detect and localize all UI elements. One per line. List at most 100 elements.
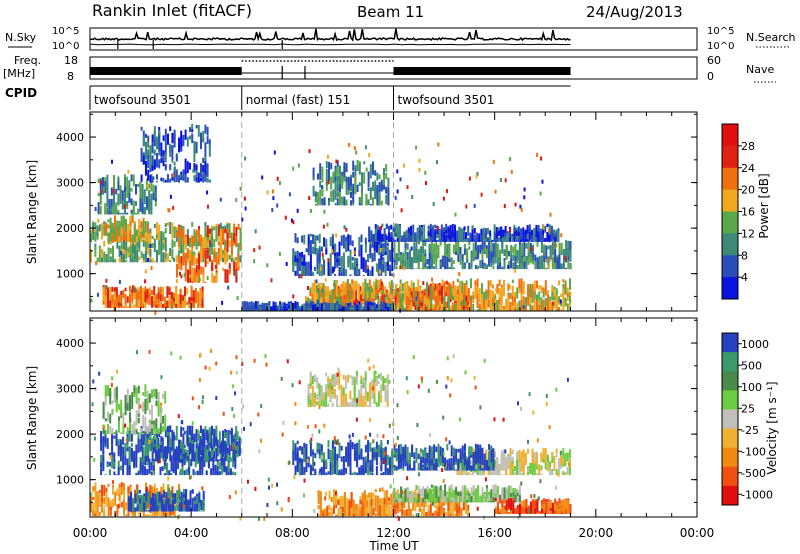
nsky-label: N.Sky: [5, 31, 37, 44]
cpid-segment-label: twofsound 3501: [94, 93, 191, 107]
colorbar-swatch: [722, 447, 738, 468]
cpid-label: CPID: [5, 86, 37, 100]
x-tick-label: 00:00: [73, 526, 108, 540]
colorbar-tick-label: 20: [741, 184, 755, 197]
scatter-region: [494, 497, 572, 514]
power-ylabel: Slant Range [km]: [25, 160, 39, 264]
velocity-panel: 1000 2000 3000 4000 Slant Range [km] 1000 50…: [25, 317, 779, 521]
nsky-tick-high-right: 10^5: [707, 26, 734, 37]
time-axis: 00:00 04:00 08:00 12:00 16:00 20:00 00:00: [73, 526, 715, 540]
scatter-region: [292, 439, 394, 476]
y-tick-label: 2000: [56, 428, 84, 441]
nsearch-label: N.Search: [746, 31, 796, 44]
colorbar-tick-label: -25: [741, 424, 759, 437]
y-tick-label: 1000: [56, 268, 84, 281]
power-colorbar-label: Power [dB]: [757, 173, 771, 238]
power-panel: 1000 2000 3000 4000 Slant Range [km] 4 8 12 16…: [25, 111, 771, 315]
colorbar-tick-label: 16: [741, 206, 755, 219]
scatter-sparse: [90, 142, 572, 315]
colorbar-swatch: [722, 277, 738, 300]
freq-tick-high: 18: [64, 54, 78, 67]
nsearch-trace: [89, 43, 571, 46]
cpid-segment: normal (fast) 151: [241, 85, 394, 110]
scatter-region: [127, 488, 205, 512]
scatter-region: [97, 174, 157, 215]
y-tick-label: 2000: [56, 222, 84, 235]
colorbar-tick-label: -100: [741, 445, 766, 458]
nsky-strip: N.Sky 10^5 10^0 10^5 10^0 N.Search: [5, 26, 796, 52]
colorbar-tick-label: -500: [741, 467, 766, 480]
colorbar-tick-label: 500: [741, 359, 762, 372]
colorbar-swatch: [722, 371, 738, 391]
colorbar-tick-label: 100: [741, 381, 762, 394]
x-tick-label: 20:00: [579, 526, 614, 540]
colorbar-tick-label: 4: [741, 271, 748, 284]
scatter-region: [140, 425, 238, 462]
colorbar-swatch: [722, 255, 738, 278]
cpid-segment: twofsound 3501: [393, 85, 571, 110]
colorbar-swatch: [722, 211, 738, 234]
scatter-region: [102, 384, 167, 435]
colorbar-tick-label: 12: [741, 227, 755, 240]
nsky-tick-low-right: 10^0: [707, 41, 734, 52]
cpid-segment-label: twofsound 3501: [398, 93, 495, 107]
colorbar-swatch: [722, 233, 738, 256]
y-tick-label: 1000: [56, 474, 84, 487]
nave-label: Nave: [746, 63, 774, 76]
x-tick-label: 08:00: [275, 526, 310, 540]
freq-label: Freq.: [14, 54, 41, 67]
cpid-segment: twofsound 3501: [89, 85, 242, 110]
freq-tick-low: 8: [67, 70, 74, 83]
colorbar-swatch: [722, 189, 738, 212]
nave-tick-low: 0: [707, 70, 714, 83]
scatter-region: [105, 214, 149, 242]
colorbar-swatch: [722, 466, 738, 487]
y-tick-label: 4000: [56, 337, 84, 350]
colorbar-swatch: [722, 145, 738, 169]
x-tick-label: 00:00: [680, 526, 715, 540]
scatter-region: [140, 123, 211, 183]
station-title: Rankin Inlet (fitACF): [92, 1, 252, 20]
colorbar-swatch: [722, 409, 738, 429]
nsky-trace: [90, 28, 571, 42]
colorbar-swatch: [722, 390, 738, 410]
scatter-region: [393, 239, 572, 270]
scatter-sparse: [90, 348, 570, 521]
scatter-region: [176, 223, 240, 283]
colorbar-tick-label: 24: [741, 162, 755, 175]
colorbar-swatch: [722, 428, 738, 449]
freq-strip: Freq. [MHz] 18 8 60 0 Nave: [3, 54, 776, 83]
colorbar-swatch: [722, 352, 738, 372]
velocity-ylabel: Slant Range [km]: [25, 366, 39, 470]
beam-title: Beam 11: [357, 3, 424, 21]
scatter-region: [393, 443, 495, 471]
colorbar-tick-label: -1000: [741, 488, 773, 501]
time-axis-label: Time UT: [368, 539, 419, 553]
x-tick-label: 04:00: [174, 526, 209, 540]
nsky-tick-high-left: 10^5: [52, 26, 79, 37]
x-tick-label: 12:00: [376, 526, 411, 540]
freq-bar-twofsound-1: [90, 67, 242, 75]
nave-tick-high: 60: [707, 54, 721, 67]
freq-bar-twofsound-2: [393, 67, 571, 75]
colorbar-swatch: [722, 485, 738, 506]
colorbar-tick-label: 1000: [741, 338, 769, 351]
scatter-region: [102, 285, 204, 308]
date-title: 24/Aug/2013: [586, 3, 683, 21]
colorbar-swatch: [722, 167, 738, 191]
velocity-colorbar-label: Velocity [m s⁻¹]: [765, 381, 779, 474]
x-tick-label: 16:00: [477, 526, 512, 540]
colorbar-swatch: [722, 333, 738, 353]
y-tick-label: 4000: [56, 131, 84, 144]
colorbar-tick-label: 28: [741, 140, 755, 153]
scatter-region: [368, 223, 560, 242]
scatter-region: [292, 232, 394, 276]
scatter-region: [312, 159, 390, 206]
colorbar-tick-label: 8: [741, 249, 748, 262]
y-tick-label: 3000: [56, 383, 84, 396]
scatter-region: [317, 489, 470, 517]
freq-unit: [MHz]: [3, 67, 35, 80]
colorbar-swatch: [722, 124, 738, 147]
cpid-strip: CPID twofsound 3501 normal (fast) 151 twof…: [5, 85, 571, 110]
